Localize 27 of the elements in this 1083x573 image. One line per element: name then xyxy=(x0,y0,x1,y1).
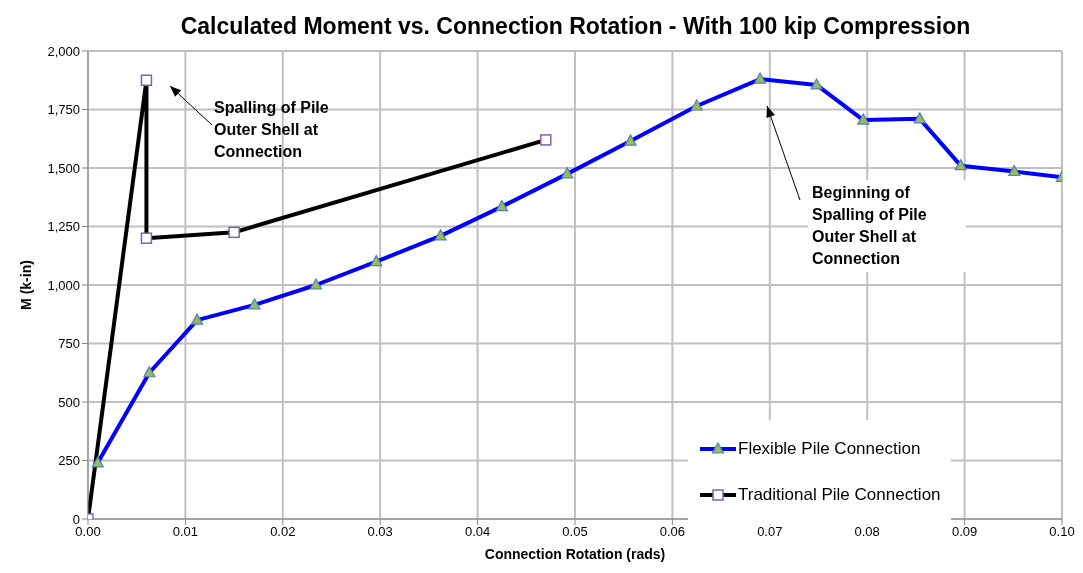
y-tick-label: 1,250 xyxy=(47,219,80,235)
y-tick-label: 1,500 xyxy=(47,160,80,176)
annotation: Spalling of Pile Outer Shell at Connection xyxy=(213,98,330,162)
legend-label: Flexible Pile Connection xyxy=(738,439,921,459)
y-axis-title: M (k-in) xyxy=(17,260,34,310)
annotation: Beginning of Spalling of Pile Outer Shell at Connection xyxy=(808,180,966,272)
x-tick-label: 0.10 xyxy=(1049,524,1075,540)
x-tick-label: 0.04 xyxy=(464,524,491,540)
legend-label: Traditional Pile Connection xyxy=(738,485,941,505)
x-tick-label: 0.02 xyxy=(270,524,296,540)
x-tick-label: 0.08 xyxy=(854,524,880,540)
x-tick-label: 0.05 xyxy=(562,524,588,540)
chart-title: Calculated Moment vs. Connection Rotation - With 100 kip Compression xyxy=(179,12,972,41)
y-tick-label: 500 xyxy=(58,394,80,410)
x-tick-label: 0.09 xyxy=(951,524,978,540)
x-axis-title: Connection Rotation (rads) xyxy=(484,546,666,562)
x-tick-label: 0.07 xyxy=(757,524,783,540)
y-tick-label: 2,000 xyxy=(47,43,80,59)
x-tick-label: 0.00 xyxy=(75,524,101,540)
y-tick-label: 0 xyxy=(72,511,80,527)
x-tick-label: 0.03 xyxy=(367,524,393,540)
x-tick-label: 0.01 xyxy=(172,524,199,540)
y-tick-label: 750 xyxy=(58,336,80,352)
y-tick-label: 250 xyxy=(58,453,80,469)
y-tick-label: 1,000 xyxy=(47,277,80,293)
y-tick-label: 1,750 xyxy=(47,102,80,118)
x-tick-label: 0.06 xyxy=(659,524,686,540)
